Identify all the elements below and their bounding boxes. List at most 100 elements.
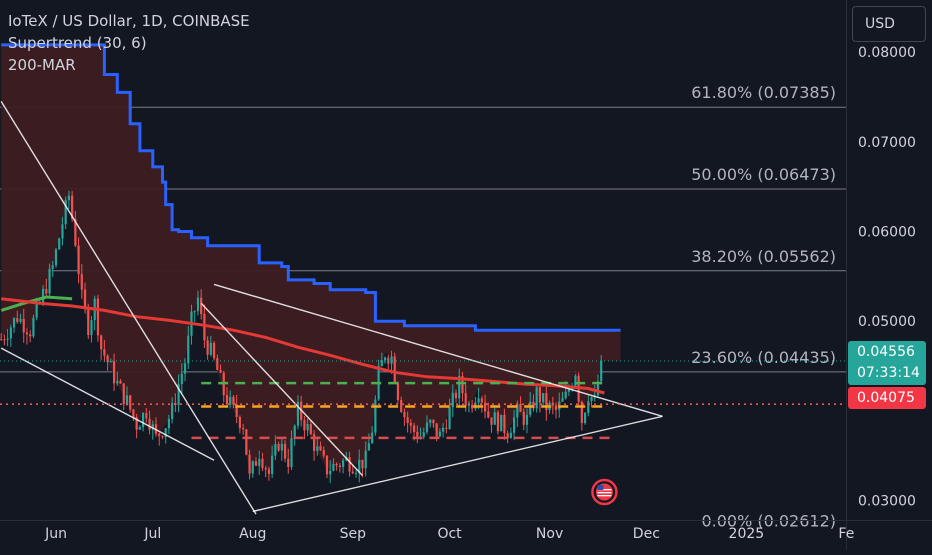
candle-body [567,389,571,392]
candle-body [564,391,567,399]
candle-body [406,417,409,423]
candle-body [9,327,12,339]
candle-body [22,318,25,333]
candle-body [374,399,377,433]
candle-body [554,405,558,410]
candle-body [45,288,48,294]
candle-body [329,470,332,475]
fib-label-3: 23.60% (0.04435) [691,348,836,367]
candle-body [361,459,364,469]
trendline-0 [0,101,257,515]
candle-body [487,411,490,418]
candle-body [287,458,290,468]
candle-body [380,360,383,367]
candle-body [196,297,200,312]
event-flag-stripe [597,495,612,497]
candle-body [106,355,109,363]
candle-body [232,396,235,405]
x-tick-label-8: Fe [838,526,854,542]
candle-body [135,417,138,430]
candle-body [467,404,471,406]
candle-body [451,392,454,407]
candle-body [187,335,190,364]
candle-body [422,432,425,437]
candle-body [432,419,435,424]
candle-body [596,381,600,396]
candle-body [225,395,229,405]
candle-body [25,332,29,335]
candle-body [506,433,509,439]
candle-body [35,302,38,318]
candle-body [277,443,280,451]
candle-body [274,443,277,456]
last-price-tag: 0.04556 07:33:14 [848,341,926,385]
x-tick-label-5: Nov [536,526,563,542]
candle-body [512,417,516,433]
candle-body [351,471,354,474]
symbol-title[interactable]: IoTeX / US Dollar, 1D, COINBASE [8,12,250,30]
candle-body [516,403,519,418]
candle-body [500,414,503,432]
candle-body [409,422,412,426]
candle-body [54,249,58,266]
candle-body [538,387,541,403]
candle-body [83,289,87,308]
candle-body [580,401,583,424]
candle-body [325,455,329,475]
candle-body [587,400,590,413]
candle-body [303,420,306,431]
candle-body [267,469,271,474]
trendline-4 [200,302,363,477]
candle-body [145,412,148,419]
x-tick-label-4: Oct [437,526,462,542]
candle-body [161,436,164,438]
candle-body [371,432,374,444]
candle-body [77,245,80,275]
candle-body [574,375,577,387]
candle-body [3,339,6,341]
candle-body [316,446,319,451]
candle-body [412,425,416,432]
candle-body [403,411,406,418]
fib-label-1: 50.00% (0.06473) [691,165,836,184]
candle-body [496,412,500,432]
candle-body [183,363,187,374]
candle-body [522,411,525,425]
candle-body [383,357,387,361]
candle-body [416,431,419,439]
candle-body [209,342,212,355]
x-tick-label-3: Sep [340,526,367,542]
supertrend-fill [1,44,621,479]
candle-body [177,384,180,405]
candle-body [171,402,174,419]
candle-body [322,450,325,456]
candle-body [312,434,316,451]
y-tick-label-0: 0.08000 [858,45,916,61]
candle-body [19,318,22,322]
candle-body [461,375,464,394]
currency-button[interactable]: USD [852,6,926,42]
candle-body [442,427,445,432]
candle-body [283,443,287,459]
trendline-3 [252,415,663,513]
indicator-supertrend[interactable]: Supertrend (30, 6) [8,34,147,52]
candle-body [296,401,300,426]
candle-body [16,318,19,322]
bar-countdown: 07:33:14 [857,365,920,381]
candle-body [367,443,371,451]
candle-body [251,461,254,474]
supertrend-line [1,43,621,332]
y-tick-label-4: 0.03000 [858,494,916,510]
candle-body [132,409,135,418]
candle-body [309,424,312,435]
candle-body [67,195,71,201]
candle-body [122,383,125,405]
candle-body [535,387,538,409]
candle-body [238,417,241,429]
indicator-200-mar[interactable]: 200-MAR [8,56,76,74]
candle-body [306,424,309,431]
candle-body [235,404,238,418]
candle-body [493,412,496,425]
